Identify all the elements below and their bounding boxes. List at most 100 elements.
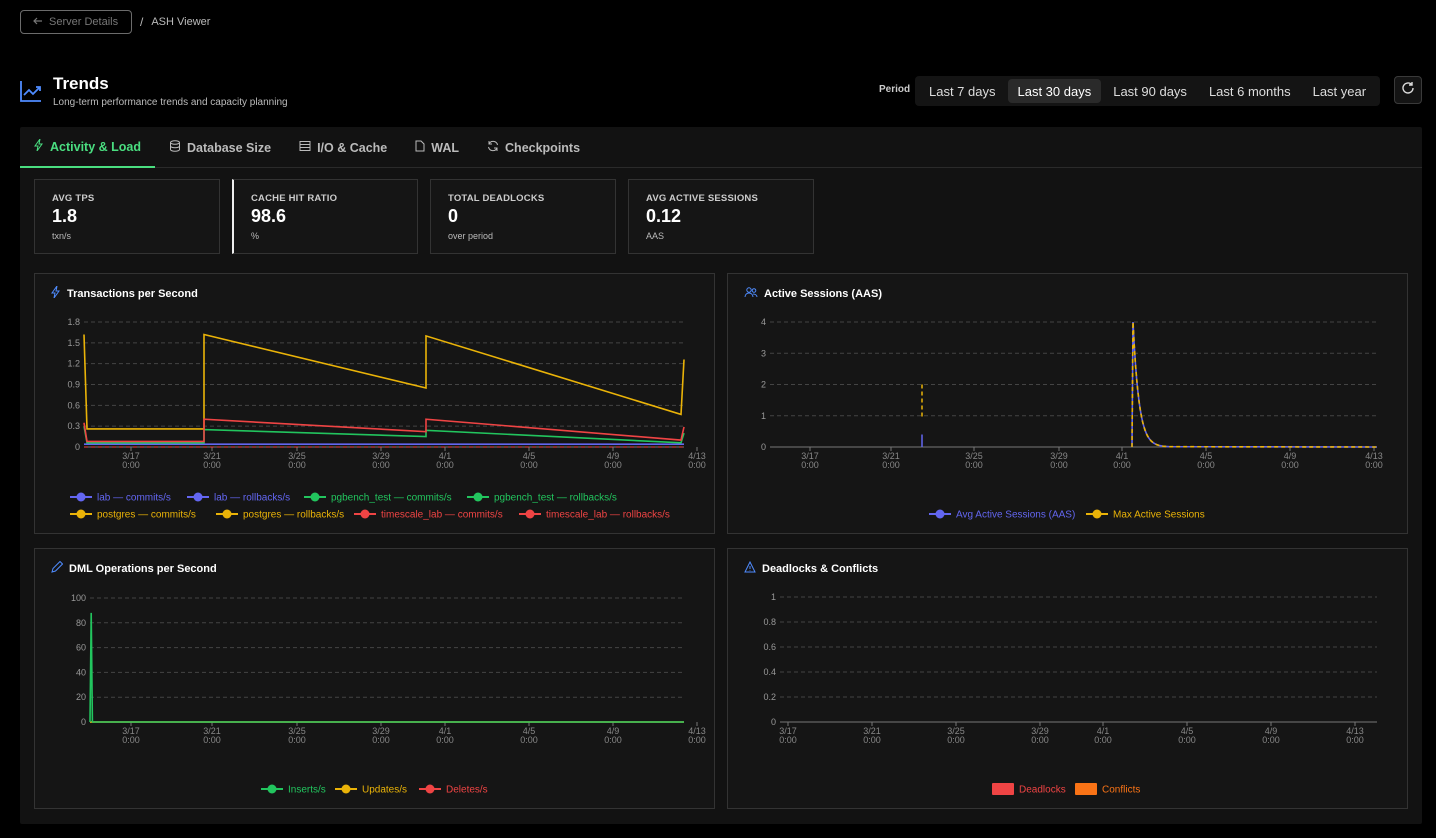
trends-panel: Activity & Load Database Size I/O & Cach… — [20, 127, 1422, 824]
stat-label: AVG ACTIVE SESSIONS — [646, 193, 759, 204]
x-tick-label: 4/9 — [1284, 451, 1297, 461]
legend-label: Deadlocks — [1019, 785, 1066, 796]
chart-title: Deadlocks & Conflicts — [744, 560, 879, 576]
bolt-icon — [51, 285, 61, 301]
y-tick-label: 0.3 — [67, 421, 80, 431]
y-tick-label: 40 — [76, 667, 86, 677]
legend-label: timescale_lab — rollbacks/s — [546, 510, 670, 521]
x-tick-label: 3/25 — [965, 451, 983, 461]
period-6-months[interactable]: Last 6 months — [1208, 83, 1291, 99]
x-tick-label: 4/13 — [1346, 726, 1364, 736]
y-tick-label: 20 — [76, 692, 86, 702]
y-tick-label: 1.8 — [67, 317, 80, 327]
period-last-year[interactable]: Last year — [1312, 83, 1367, 99]
legend-label: Inserts/s — [288, 785, 326, 796]
x-tick-label: 3/29 — [372, 451, 390, 461]
legend-label: timescale_lab — commits/s — [381, 510, 503, 521]
trend-up-icon — [20, 80, 42, 107]
chart-title-text: Deadlocks & Conflicts — [762, 562, 879, 575]
x-tick-label: 0:00 — [1094, 735, 1112, 745]
x-tick-label: 0:00 — [779, 735, 797, 745]
stat-card-avg-tps: AVG TPS 1.8 txn/s — [34, 179, 220, 254]
legend-label: postgres — commits/s — [97, 510, 196, 521]
x-tick-label: 3/17 — [779, 726, 797, 736]
tab-database-size[interactable]: Database Size — [155, 127, 285, 168]
legend-dot — [425, 784, 435, 794]
legend-label: pgbench_test — rollbacks/s — [494, 493, 617, 504]
legend-dot — [310, 492, 320, 502]
x-tick-label: 4/5 — [1200, 451, 1213, 461]
y-tick-label: 0 — [81, 717, 86, 727]
x-tick-label: 3/21 — [203, 726, 221, 736]
stat-card-avg-active-sessions: AVG ACTIVE SESSIONS 0.12 AAS — [628, 179, 814, 254]
period-7-days[interactable]: Last 7 days — [929, 83, 996, 99]
tps-chart-card: 0 0.3 0.6 0.9 1.2 1.5 1.8 3/17 0:00 3/21 0:00 3/25 0… — [34, 273, 715, 534]
stat-label: TOTAL DEADLOCKS — [448, 193, 545, 204]
y-tick-label: 1 — [771, 592, 776, 602]
x-tick-label: 0:00 — [688, 460, 706, 470]
x-tick-label: 3/25 — [288, 726, 306, 736]
y-tick-label: 3 — [761, 348, 766, 358]
legend-dot — [76, 509, 86, 519]
chart-title-text: Active Sessions (AAS) — [764, 287, 882, 300]
tab-checkpoints[interactable]: Checkpoints — [473, 127, 594, 168]
x-tick-label: 0:00 — [965, 460, 983, 470]
x-tick-label: 0:00 — [688, 735, 706, 745]
legend-swatch — [1075, 783, 1097, 795]
x-tick-label: 0:00 — [1281, 460, 1299, 470]
aas-chart: 012343/170:003/210:003/250:003/290:004/1… — [761, 317, 1383, 521]
deadlocks-chart-card: 0 0.2 0.4 0.6 0.8 1 3/17 0:00 3/21 0:00 3/25 0:00 3/… — [727, 548, 1408, 809]
x-tick-label: 0:00 — [372, 735, 390, 745]
dml-chart-card: 0 20 40 60 80 100 3/17 0:00 3/21 0:00 3/25 0:00 3/29… — [34, 548, 715, 809]
x-tick-label: 3/25 — [288, 451, 306, 461]
x-tick-label: 3/21 — [882, 451, 900, 461]
x-tick-label: 0:00 — [1197, 460, 1215, 470]
tab-bar: Activity & Load Database Size I/O & Cach… — [20, 127, 1422, 168]
tab-label: WAL — [431, 140, 460, 155]
pencil-icon — [51, 560, 64, 576]
series-line — [83, 426, 685, 444]
x-tick-label: 4/5 — [523, 451, 536, 461]
x-tick-label: 4/9 — [1265, 726, 1278, 736]
period-90-days[interactable]: Last 90 days — [1113, 83, 1187, 99]
series-line — [1131, 321, 1378, 448]
x-tick-label: 3/21 — [203, 451, 221, 461]
server-icon — [299, 140, 311, 155]
x-tick-label: 3/17 — [801, 451, 819, 461]
tab-io-cache[interactable]: I/O & Cache — [285, 127, 401, 168]
dml-chart: 0204060801003/170:003/210:003/250:003/29… — [71, 593, 706, 796]
y-tick-label: 60 — [76, 643, 86, 653]
x-tick-label: 4/1 — [1116, 451, 1129, 461]
stat-value: 98.6 — [251, 206, 287, 226]
x-tick-label: 4/1 — [1097, 726, 1110, 736]
tab-label: I/O & Cache — [317, 140, 388, 155]
x-tick-label: 4/13 — [688, 451, 706, 461]
legend-dot — [935, 509, 945, 519]
y-tick-label: 1.5 — [67, 338, 80, 348]
x-tick-label: 0:00 — [863, 735, 881, 745]
users-icon — [744, 286, 758, 301]
legend-dot — [1092, 509, 1102, 519]
chart-title-text: Transactions per Second — [67, 287, 198, 300]
tab-activity-load[interactable]: Activity & Load — [20, 127, 155, 168]
stat-value: 1.8 — [52, 206, 78, 226]
stat-unit: % — [251, 231, 260, 241]
back-button[interactable]: Server Details — [20, 10, 132, 34]
chart-title: Transactions per Second — [51, 285, 198, 301]
x-tick-label: 4/13 — [1365, 451, 1383, 461]
arrow-left-icon — [33, 16, 43, 29]
refresh-button[interactable] — [1394, 76, 1422, 104]
legend-label: Conflicts — [1102, 785, 1140, 796]
tab-wal[interactable]: WAL — [401, 127, 473, 168]
y-tick-label: 0.6 — [67, 400, 80, 410]
x-tick-label: 0:00 — [1262, 735, 1280, 745]
period-30-days[interactable]: Last 30 days — [1007, 79, 1102, 103]
x-tick-label: 0:00 — [203, 460, 221, 470]
deadlocks-chart: 00.20.40.60.813/170:003/210:003/250:003/… — [763, 592, 1377, 796]
x-tick-label: 0:00 — [801, 460, 819, 470]
chart-title: DML Operations per Second — [51, 560, 217, 576]
warning-icon — [744, 560, 756, 576]
tps-chart: 00.30.60.91.21.51.83/170:003/210:003/250… — [67, 317, 706, 521]
legend-dot — [525, 509, 535, 519]
y-tick-label: 0 — [771, 717, 776, 727]
